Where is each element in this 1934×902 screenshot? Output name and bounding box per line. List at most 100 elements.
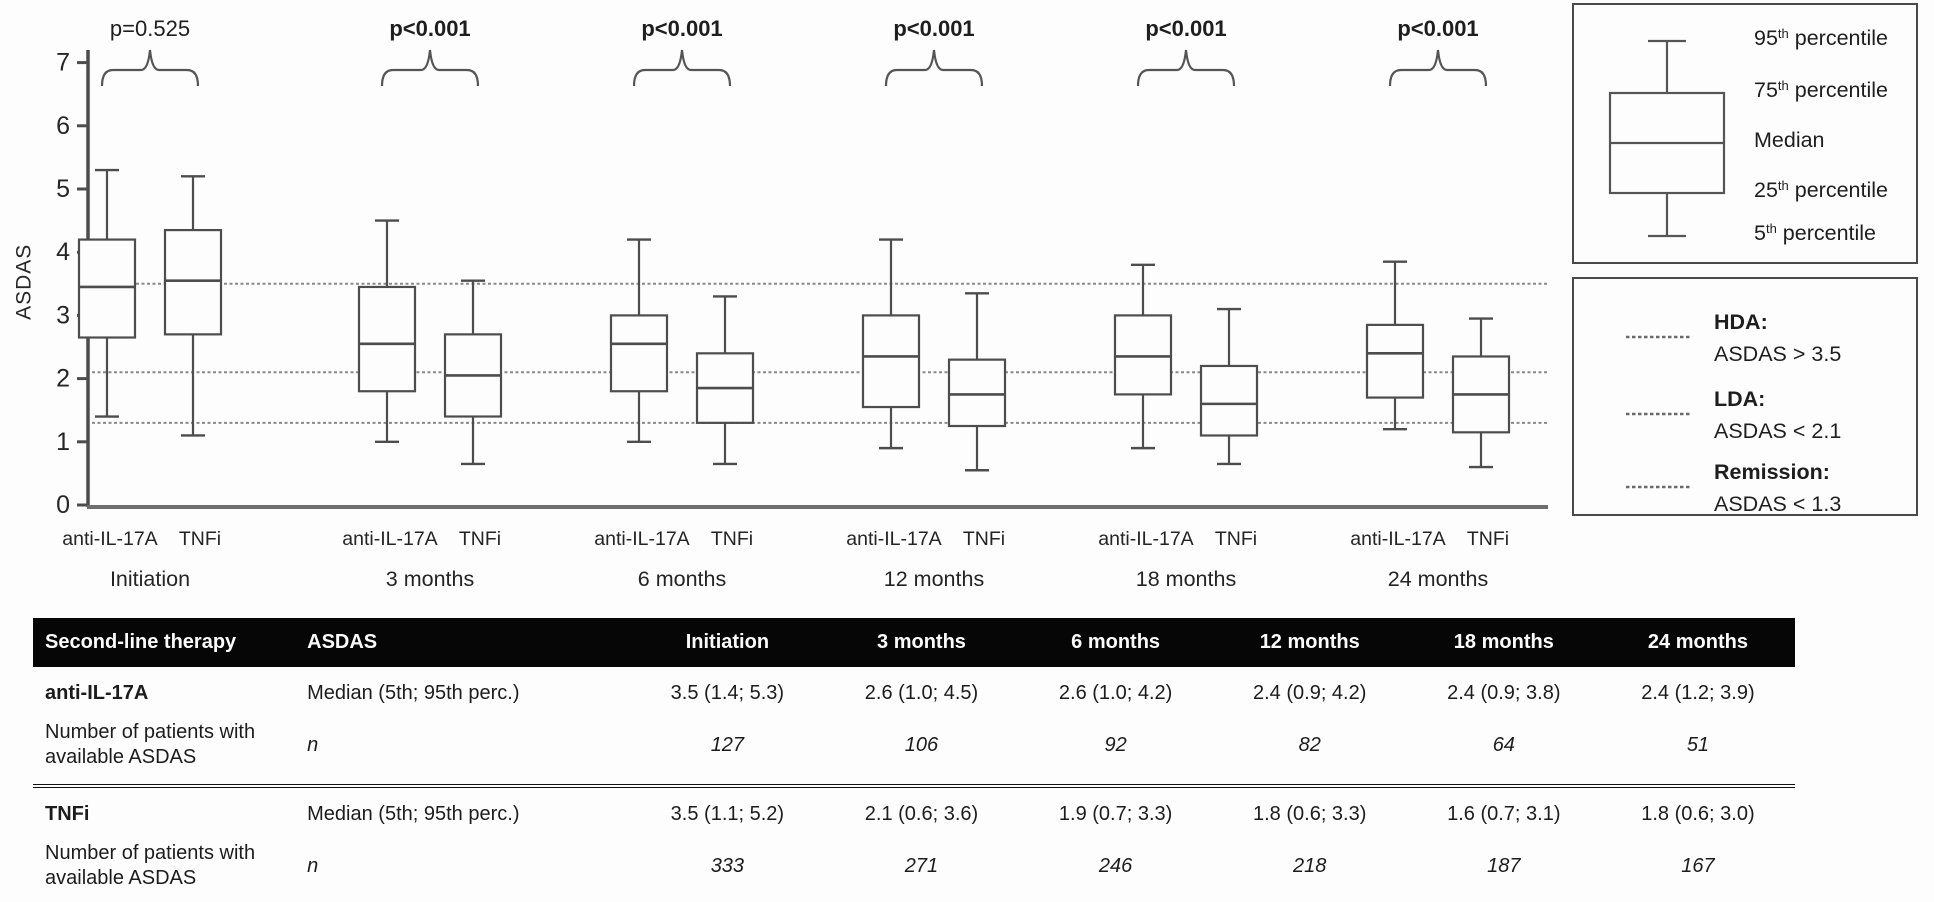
boxplot-tnfi (947, 292, 1007, 472)
iqr-box (1365, 323, 1425, 399)
table-cell-therapy: Number of patients with available ASDAS (45, 842, 256, 889)
boxplot-tnfi (1199, 307, 1259, 466)
boxplot-anti-il-17a (77, 168, 137, 418)
y-tick-label: 4 (56, 238, 70, 266)
table-row: Number of patients with available ASDAS n… (33, 714, 1795, 786)
asdas-summary-table: Second-line therapy ASDAS Initiation 3 mont… (33, 618, 1795, 902)
table-cell-value: 92 (1104, 733, 1127, 756)
boxplot-anti-il-17a (861, 238, 921, 450)
iqr-box (947, 358, 1007, 428)
table-cell-value: 127 (710, 733, 745, 756)
table-cell-value: 3.5 (1.1; 5.2) (670, 803, 785, 825)
table-cell-therapy: Number of patients with available ASDAS (45, 721, 256, 768)
threshold-legend-glyph: HDA: ASDAS > 3.5 LDA: ASDAS < 2.1 Remission:… (1626, 310, 1841, 516)
boxplot-anti-il-17a (609, 238, 669, 443)
table-header-cell: Second-line therapy (33, 618, 296, 667)
table-header-cell: ASDAS (295, 618, 631, 667)
series-label-tnfi: TNFi (963, 528, 1005, 550)
table-cell-value: 2.6 (1.0; 4.2) (1058, 682, 1173, 704)
comparison-bracket (100, 49, 200, 87)
comparison-bracket (1388, 49, 1488, 87)
series-label-anti-il-17a: anti-IL-17A (594, 528, 689, 550)
iqr-box (77, 238, 137, 339)
comparison-bracket (632, 49, 732, 87)
box-group-24-months: p<0.001 anti-IL-17A TNFi 24 months (1350, 16, 1511, 591)
comparison-bracket (1136, 49, 1236, 87)
boxplot-legend: 95th percentile 75th percentile Median 25th… (1572, 3, 1918, 264)
iqr-box (357, 285, 417, 393)
table-cell-measure: Median (5th; 95th perc.) (307, 682, 520, 704)
legend-threshold-title: LDA: (1714, 387, 1765, 411)
table-cell-value: 2.4 (1.2; 3.9) (1641, 682, 1755, 704)
p-value-label: p<0.001 (641, 16, 722, 41)
table-header: Second-line therapy ASDAS Initiation 3 mont… (33, 618, 1795, 667)
table-cell-value: 1.8 (0.6; 3.3) (1253, 803, 1367, 825)
table-cell-value: 82 (1298, 733, 1321, 756)
table-cell-value: 271 (904, 854, 939, 877)
series-label-anti-il-17a: anti-IL-17A (1350, 528, 1445, 550)
table-cell-value: 51 (1686, 733, 1710, 756)
box-group-6-months: p<0.001 anti-IL-17A TNFi 6 months (594, 16, 755, 591)
p-value-label: p<0.001 (893, 16, 974, 41)
boxplot-legend-glyph: 95th percentile 75th percentile Median 25th… (1608, 26, 1888, 246)
boxplot-chart: 0 1 2 3 4 5 6 7 ASDAS p=0.525 anti-IL-17A TNFi Initi… (13, 16, 1548, 591)
boxplot-tnfi (695, 295, 755, 466)
table-cell-value: 1.9 (0.7; 3.3) (1058, 803, 1173, 825)
timepoint-label: 3 months (386, 567, 474, 591)
table-cell-value: 187 (1487, 854, 1521, 877)
legend-threshold-desc: ASDAS < 2.1 (1714, 419, 1841, 443)
series-label-anti-il-17a: anti-IL-17A (342, 528, 437, 550)
legend-threshold-title: HDA: (1714, 310, 1768, 334)
y-tick-label: 5 (56, 175, 70, 203)
table-cell-measure: n (307, 854, 319, 877)
legend-threshold-desc: ASDAS > 3.5 (1714, 342, 1841, 366)
y-tick-label: 7 (56, 49, 70, 77)
table-cell-value: 2.6 (1.0; 4.5) (864, 682, 979, 704)
y-tick-label: 1 (56, 428, 70, 456)
table-cell-value: 2.1 (0.6; 3.6) (864, 803, 979, 825)
table-header-cell: 24 months (1600, 618, 1795, 667)
table-header-cell: 18 months (1406, 618, 1601, 667)
legend-percentile-label: 25th percentile (1754, 178, 1888, 203)
table-cell-value: 64 (1492, 733, 1515, 756)
table-header-cell: 12 months (1212, 618, 1407, 667)
iqr-box (1113, 314, 1173, 396)
table-section: TNFi Median (5th; 95th perc.) 3.5 (1.1; 5.… (33, 786, 1795, 902)
series-label-anti-il-17a: anti-IL-17A (1098, 528, 1193, 550)
series-label-tnfi: TNFi (711, 528, 753, 550)
legend-percentile-label: 95th percentile (1754, 26, 1888, 51)
y-axis-title: ASDAS (13, 244, 36, 320)
timepoint-label: 12 months (884, 567, 984, 591)
legend-percentile-label: 5th percentile (1754, 221, 1876, 246)
timepoint-label: 18 months (1136, 567, 1236, 591)
table-header-cell: 3 months (824, 618, 1019, 667)
table-row: Number of patients with available ASDAS n… (33, 835, 1795, 902)
iqr-box (163, 228, 223, 336)
series-label-tnfi: TNFi (179, 528, 221, 550)
series-label-anti-il-17a: anti-IL-17A (846, 528, 941, 550)
y-tick-label: 6 (56, 112, 70, 140)
table-cell-therapy: TNFi (45, 803, 90, 825)
table-cell-value: 2.4 (0.9; 4.2) (1253, 682, 1367, 704)
table-row: anti-IL-17A Median (5th; 95th perc.) 3.5 (… (33, 667, 1795, 714)
y-tick-label: 0 (56, 491, 70, 519)
boxplot-anti-il-17a (357, 219, 417, 443)
threshold-legend: HDA: ASDAS > 3.5 LDA: ASDAS < 2.1 Remission:… (1572, 277, 1918, 516)
box-group-3-months: p<0.001 anti-IL-17A TNFi 3 months (342, 16, 503, 591)
boxplot-anti-il-17a (1113, 263, 1173, 450)
legend-threshold-title: Remission: (1714, 460, 1830, 484)
series-label-tnfi: TNFi (1467, 528, 1509, 550)
box-group-12-months: p<0.001 anti-IL-17A TNFi 12 months (846, 16, 1007, 591)
p-value-label: p<0.001 (1145, 16, 1226, 41)
table-cell-therapy: anti-IL-17A (45, 682, 149, 704)
boxplot-anti-il-17a (1365, 260, 1425, 431)
series-label-anti-il-17a: anti-IL-17A (62, 528, 157, 550)
table-cell-value: 2.4 (0.9; 3.8) (1447, 682, 1561, 704)
y-tick-label: 2 (56, 365, 70, 393)
series-label-tnfi: TNFi (1215, 528, 1257, 550)
boxplot-tnfi (1451, 317, 1511, 469)
comparison-bracket (380, 49, 480, 87)
p-value-label: p<0.001 (389, 16, 470, 41)
comparison-bracket (884, 49, 984, 87)
